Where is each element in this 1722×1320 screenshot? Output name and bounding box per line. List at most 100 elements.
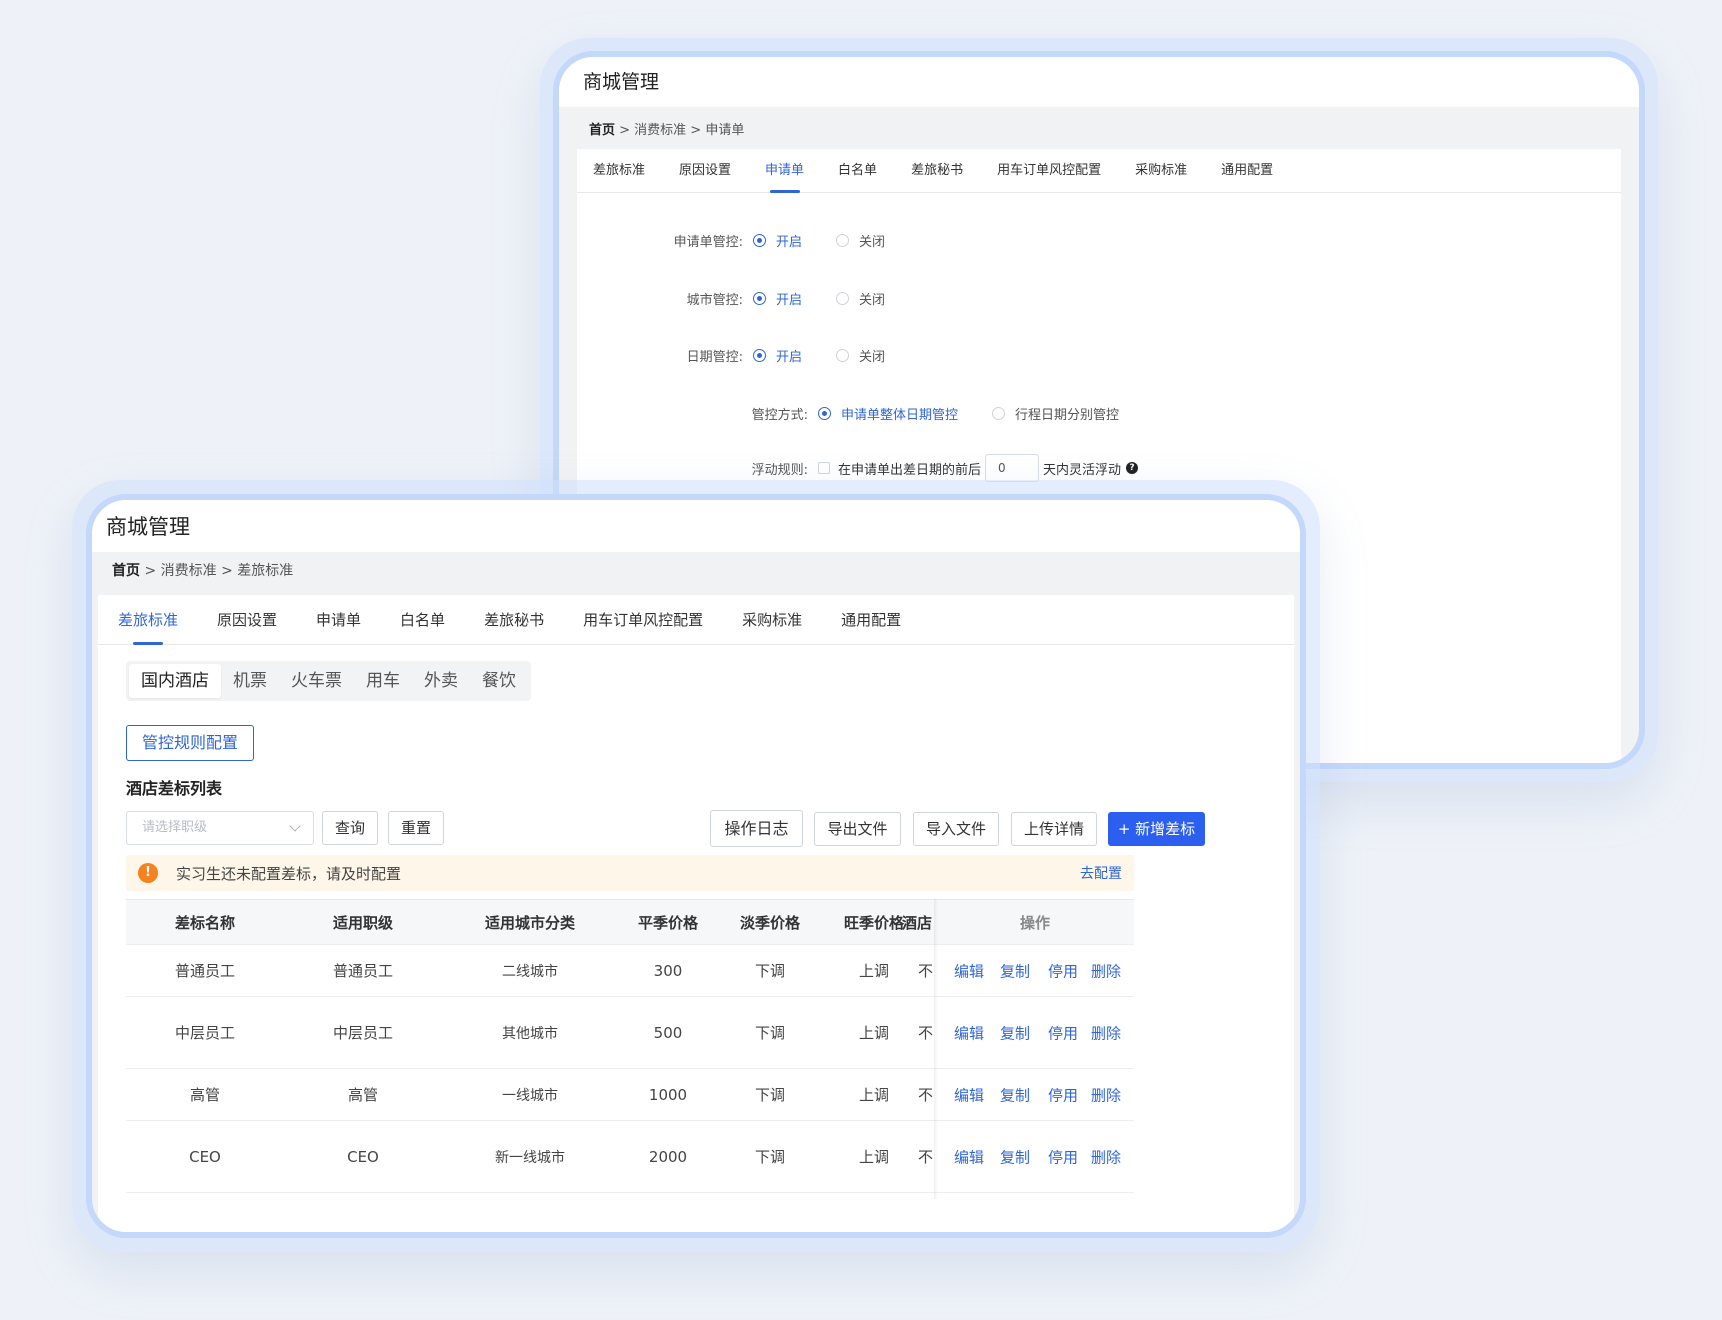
copy-link[interactable]: 复制 bbox=[1000, 1024, 1031, 1042]
go-configure-link[interactable]: 去配置 bbox=[1080, 866, 1122, 882]
disable-link[interactable]: 停用 bbox=[1048, 962, 1079, 980]
breadcrumb-path: > 消费标准 > 差旅标准 bbox=[140, 563, 294, 579]
radio-dot bbox=[836, 349, 850, 362]
date-control-off-radio[interactable]: 关闭 bbox=[836, 346, 885, 365]
edit-link[interactable]: 编辑 bbox=[954, 1024, 985, 1042]
cell-city: 二线城市 bbox=[502, 963, 558, 980]
back-window-frame: 商城管理 首页 > 消费标准 > 申请单 差旅标准 原因设置 申请单 白名单 差… bbox=[540, 38, 1658, 782]
disable-link[interactable]: 停用 bbox=[1048, 1086, 1079, 1104]
float-rule-checkbox[interactable] bbox=[818, 462, 830, 474]
segment-train[interactable]: 火车票 bbox=[291, 671, 342, 691]
float-rule-label: 浮动规则: bbox=[751, 462, 808, 478]
tab-travel-secretary[interactable]: 差旅秘书 bbox=[484, 611, 545, 629]
delete-link[interactable]: 删除 bbox=[1091, 1024, 1122, 1042]
date-control-on-radio[interactable]: 开启 bbox=[753, 346, 802, 365]
question-icon[interactable]: ? bbox=[1126, 462, 1139, 474]
segment-dining[interactable]: 餐饮 bbox=[482, 671, 516, 691]
edit-link[interactable]: 编辑 bbox=[954, 1086, 985, 1104]
export-file-button[interactable]: 导出文件 bbox=[814, 812, 901, 846]
cell-level: CEO bbox=[347, 1147, 379, 1166]
ops-cell-bg bbox=[936, 1069, 1134, 1120]
city-control-off-radio[interactable]: 关闭 bbox=[836, 289, 885, 308]
category-segmented-control: 国内酒店 机票 火车票 用车 外卖 餐饮 bbox=[126, 661, 531, 701]
segment-flight[interactable]: 机票 bbox=[233, 671, 267, 691]
segment-takeout[interactable]: 外卖 bbox=[424, 671, 458, 691]
radio-dot bbox=[836, 292, 850, 305]
table-body: 普通员工 普通员工 二线城市 300 下调 上调不编辑 复制 停用 删除 中层员工 中层员工 其他城市… bbox=[126, 945, 1134, 1193]
cell-hotel: 不 bbox=[918, 962, 934, 980]
col-header-city: 适用城市分类 bbox=[484, 913, 575, 932]
cell-peak-price: 上调 bbox=[858, 1086, 889, 1104]
table-header-row: 差标名称 适用职级 适用城市分类 平季价格 淡季价格 旺季价格 酒店 操作 bbox=[126, 899, 1134, 945]
edit-link[interactable]: 编辑 bbox=[954, 1148, 985, 1166]
col-header-normal-price: 平季价格 bbox=[637, 913, 698, 932]
radio-dot bbox=[992, 407, 1006, 420]
tab-purchase-standard[interactable]: 采购标准 bbox=[742, 611, 803, 629]
control-mode-separate-radio[interactable]: 行程日期分别管控 bbox=[992, 404, 1119, 423]
cell-normal-price: 500 bbox=[653, 1023, 683, 1042]
job-level-select[interactable]: 请选择职级 bbox=[126, 811, 314, 845]
operation-log-button[interactable]: 操作日志 bbox=[710, 810, 803, 847]
tab-travel-standard[interactable]: 差旅标准 bbox=[118, 595, 178, 644]
fixed-column-shadow bbox=[934, 899, 938, 1199]
copy-link[interactable]: 复制 bbox=[1000, 1086, 1031, 1104]
delete-link[interactable]: 删除 bbox=[1091, 962, 1122, 980]
application-control-label: 申请单管控: bbox=[673, 235, 743, 250]
table-row: CEO CEO 新一线城市 2000 下调 上调 不 编辑 复制 停用 删除 bbox=[126, 1121, 1134, 1193]
application-control-on-radio[interactable]: 开启 bbox=[753, 231, 802, 250]
copy-link[interactable]: 复制 bbox=[1000, 962, 1031, 980]
tab-purchase-standard[interactable]: 采购标准 bbox=[1135, 163, 1188, 178]
control-mode-whole-radio[interactable]: 申请单整体日期管控 bbox=[818, 404, 958, 423]
delete-link[interactable]: 删除 bbox=[1091, 1086, 1122, 1104]
tab-car-order-risk[interactable]: 用车订单风控配置 bbox=[583, 611, 704, 629]
delete-link[interactable]: 删除 bbox=[1091, 1148, 1122, 1166]
radio-dot bbox=[836, 234, 850, 247]
front-tab-bar: 差旅标准 原因设置 申请单 白名单 差旅秘书 用车订单风控配置 采购标准 通用配… bbox=[98, 595, 1294, 645]
disable-link[interactable]: 停用 bbox=[1048, 1148, 1079, 1166]
cell-low-price: 下调 bbox=[754, 1086, 785, 1104]
tab-car-order-risk[interactable]: 用车订单风控配置 bbox=[997, 163, 1102, 178]
tab-reason-settings[interactable]: 原因设置 bbox=[679, 163, 732, 178]
table-row: 高管 高管 一线城市 1000 下调 上调 不 编辑 复制 停用 删除 bbox=[126, 1069, 1134, 1121]
breadcrumb-home[interactable]: 首页 bbox=[589, 123, 616, 138]
tab-general-config[interactable]: 通用配置 bbox=[841, 611, 902, 629]
tab-reason-settings[interactable]: 原因设置 bbox=[217, 611, 278, 629]
cell-level: 普通员工 bbox=[332, 962, 393, 980]
radio-dot bbox=[753, 292, 766, 305]
tab-whitelist[interactable]: 白名单 bbox=[838, 163, 878, 178]
tab-application-form[interactable]: 申请单 bbox=[316, 611, 362, 629]
city-control-on-radio[interactable]: 开启 bbox=[753, 289, 802, 308]
cell-name: 高管 bbox=[189, 1086, 220, 1104]
reset-button[interactable]: 重置 bbox=[388, 811, 444, 845]
disable-link[interactable]: 停用 bbox=[1048, 1024, 1079, 1042]
import-file-button[interactable]: 导入文件 bbox=[913, 812, 999, 846]
tab-application-form[interactable]: 申请单 bbox=[765, 149, 804, 192]
city-control-label: 城市管控: bbox=[686, 293, 743, 308]
float-days-input[interactable]: 0 bbox=[985, 454, 1040, 482]
tab-general-config[interactable]: 通用配置 bbox=[1221, 163, 1274, 178]
float-rule-before-text: 在申请单出差日期的前后 bbox=[838, 462, 982, 478]
front-window: 商城管理 首页 > 消费标准 > 差旅标准 差旅标准 原因设置 申请单 白名单 … bbox=[86, 494, 1306, 1238]
control-rule-config-button[interactable]: 管控规则配置 bbox=[126, 725, 254, 761]
segment-domestic-hotel[interactable]: 国内酒店 bbox=[129, 664, 221, 698]
cell-low-price: 下调 bbox=[754, 1024, 785, 1042]
add-standard-button[interactable]: + 新增差标 bbox=[1108, 812, 1205, 846]
tab-travel-secretary[interactable]: 差旅秘书 bbox=[911, 163, 964, 178]
edit-link[interactable]: 编辑 bbox=[954, 962, 985, 980]
application-control-off-radio[interactable]: 关闭 bbox=[836, 231, 885, 250]
breadcrumb-home[interactable]: 首页 bbox=[112, 563, 140, 579]
cell-name: 中层员工 bbox=[174, 1024, 235, 1042]
upload-details-button[interactable]: 上传详情 bbox=[1011, 812, 1097, 846]
query-button[interactable]: 查询 bbox=[322, 811, 378, 845]
breadcrumb-path: > 消费标准 > 申请单 bbox=[615, 123, 745, 138]
tab-whitelist[interactable]: 白名单 bbox=[400, 611, 446, 629]
cell-low-price: 下调 bbox=[754, 1148, 785, 1166]
segment-car[interactable]: 用车 bbox=[366, 671, 400, 691]
back-window-title: 商城管理 bbox=[559, 57, 1639, 107]
radio-label: 开启 bbox=[776, 350, 803, 365]
hotel-standard-list-title: 酒店差标列表 bbox=[126, 779, 223, 798]
cell-peak-price: 上调 bbox=[858, 1148, 889, 1166]
copy-link[interactable]: 复制 bbox=[1000, 1148, 1031, 1166]
col-header-name: 差标名称 bbox=[174, 913, 235, 932]
tab-travel-standard[interactable]: 差旅标准 bbox=[593, 163, 646, 178]
